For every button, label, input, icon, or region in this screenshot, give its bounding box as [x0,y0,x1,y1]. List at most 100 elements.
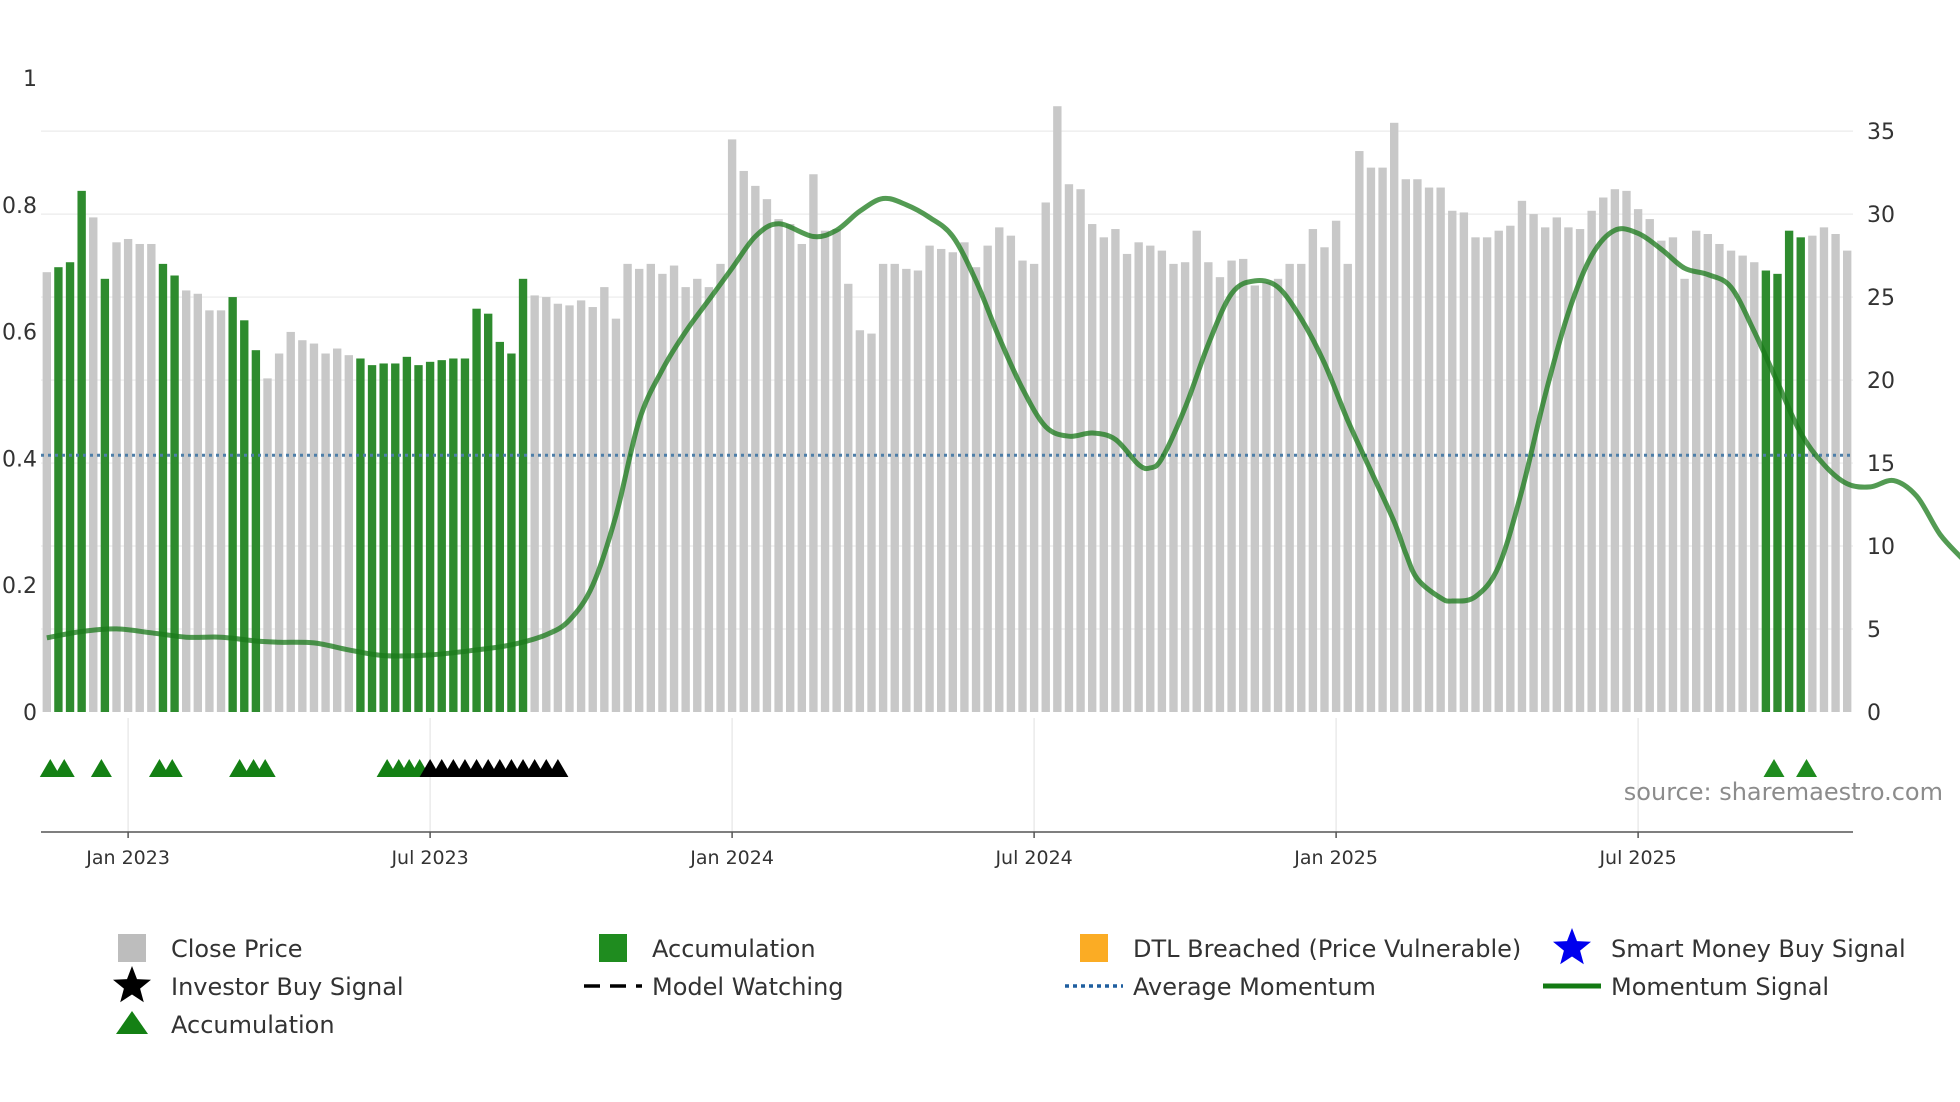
price-bar [1041,202,1050,713]
price-bar [1715,243,1724,712]
legend-label: Accumulation [652,935,816,963]
price-bar [1204,262,1213,712]
legend-label: DTL Breached (Price Vulnerable) [1133,935,1521,963]
price-bar [1552,217,1561,712]
price-bar [1482,237,1492,712]
x-axis-tick-label: Jul 2024 [994,847,1072,869]
price-bar [1227,260,1236,712]
price-bar [1262,282,1271,712]
price-bar [216,310,226,712]
price-bar [948,252,957,712]
price-bar [635,268,644,712]
price-bar [193,293,202,712]
price-bar [727,139,737,712]
price-bar [1494,230,1503,712]
accumulation-bar [507,353,516,712]
left-axis: 0 0.2 0.4 0.6 0.8 1 [2,67,37,726]
price-bar [878,263,888,712]
left-axis-tick-label: 0.6 [2,321,37,346]
legend-item: DTL Breached (Price Vulnerable) [1080,934,1521,963]
price-bar [588,307,597,712]
x-axis-tick-label: Jul 2023 [390,847,468,869]
price-bar [623,263,632,712]
price-bar [1622,190,1631,713]
accumulation-bar [65,262,75,712]
legend-label: Momentum Signal [1611,973,1829,1001]
price-bar [693,278,702,712]
price-bar [1064,184,1074,713]
price-bar [1006,235,1016,713]
price-bar [1343,263,1352,712]
legend-star-icon [1553,928,1591,965]
price-bar [797,243,806,712]
accumulation-bar [460,358,470,712]
price-bar [971,267,981,712]
price-bar [1250,285,1259,712]
price-bar [1726,250,1736,713]
price-bar [786,224,795,713]
price-bar [286,331,295,712]
right-axis-tick-label: 35 [1867,120,1895,145]
legend-square-icon [599,934,627,962]
price-bar [565,305,574,712]
x-axis-tick-label: Jul 2025 [1598,847,1676,869]
accumulation-triangle [1763,759,1785,777]
price-bar [1146,245,1155,712]
right-axis-tick-label: 25 [1867,286,1895,311]
price-bar [1366,167,1376,712]
legend-label: Investor Buy Signal [171,973,404,1001]
accumulation-bar [1773,273,1782,712]
price-bar [902,268,911,712]
price-bar [716,263,725,712]
price-bar [855,330,865,712]
price-bar [123,238,133,713]
price-bar [1564,227,1573,712]
price-bar [1192,230,1201,712]
price-bar [1680,278,1689,712]
legend-square-icon [1080,934,1108,962]
price-bar [646,263,655,712]
source-label: source: sharemaestro.com [1624,778,1943,806]
price-bar [1750,262,1759,712]
price-bar [1541,227,1550,712]
accumulation-bar [437,360,446,712]
accumulation-triangle [1796,759,1818,777]
price-bar [1297,263,1306,712]
legend-label: Average Momentum [1133,973,1376,1001]
price-bar [1413,179,1422,713]
price-bar [1134,242,1143,712]
momentum-layer [46,195,1960,659]
price-bar [205,310,214,712]
price-bar [263,378,272,712]
price-bar [669,265,679,712]
price-bar [1273,278,1283,712]
right-axis: 0 5 10 15 20 25 30 35 [1867,120,1895,726]
investor-buy-triangle [547,759,569,777]
price-bar [1819,227,1829,712]
price-bar [1285,263,1294,712]
price-bar [658,273,667,712]
accumulation-bar [402,356,412,712]
price-bar [1471,237,1480,712]
price-bar [890,263,899,712]
price-bar [1076,189,1085,712]
price-bar [309,343,319,712]
price-bar [1575,229,1585,712]
accumulation-triangle [39,759,61,777]
accumulation-bar [356,358,365,712]
right-axis-tick-label: 5 [1867,618,1881,643]
price-bar [867,333,876,712]
price-bar [1610,189,1620,712]
accumulation-bar [449,358,458,712]
right-axis-tick-label: 0 [1867,701,1881,726]
legend-item: Average Momentum [1065,973,1376,1001]
price-bar [913,270,923,712]
accumulation-bar [495,341,504,712]
legend-star-icon [113,966,151,1003]
right-axis-tick-label: 10 [1867,535,1895,560]
price-bar [809,174,818,712]
price-bar [1517,200,1527,712]
accumulation-triangle [229,759,251,777]
price-bar [333,348,342,712]
